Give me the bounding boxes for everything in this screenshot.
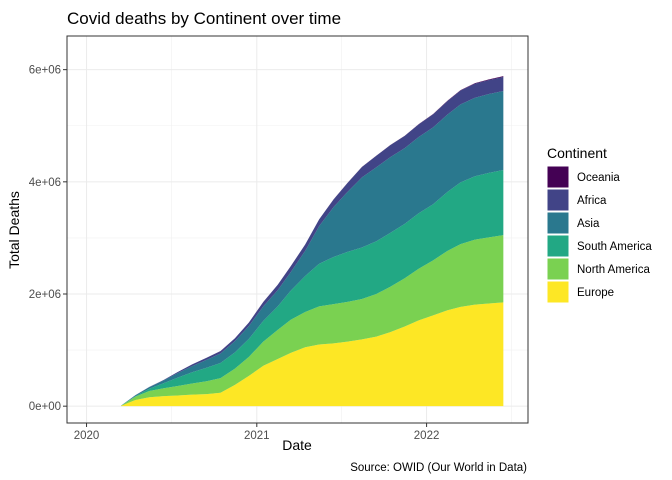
area-south-america <box>120 170 504 406</box>
x-tick-label: 2021 <box>244 430 270 442</box>
y-axis-ticks: 0e+00 2e+06 4e+06 6e+06 <box>29 65 67 413</box>
area-series <box>120 76 504 407</box>
x-axis-ticks: 2020 2021 2022 <box>74 423 440 442</box>
y-tick-label: 6e+06 <box>29 65 61 77</box>
legend-label-asia: Asia <box>577 218 600 230</box>
y-tick-label: 2e+06 <box>29 289 61 301</box>
x-tick-label: 2022 <box>414 430 440 442</box>
plot-border <box>66 35 529 424</box>
chart-caption: Source: OWID (Our World in Data) <box>350 462 527 474</box>
legend-key-oceania <box>546 165 570 189</box>
legend-key-africa <box>546 188 570 212</box>
legend-label-north-america: North America <box>577 264 650 276</box>
legend-key-north-america <box>546 257 570 281</box>
y-tick-label: 4e+06 <box>29 177 61 189</box>
x-tick-label: 2020 <box>74 430 100 442</box>
area-asia <box>120 90 504 406</box>
legend-title: Continent <box>547 145 607 161</box>
x-axis-label: Date <box>282 437 312 453</box>
legend-label-south-america: South America <box>577 241 652 253</box>
area-north-america <box>120 235 504 406</box>
chart-title: Covid deaths by Continent over time <box>67 9 341 28</box>
legend-label-africa: Africa <box>577 195 607 207</box>
legend-label-oceania: Oceania <box>577 172 620 184</box>
y-axis-label: Total Deaths <box>6 191 22 269</box>
legend-key-europe <box>546 280 570 304</box>
legend-label-europe: Europe <box>577 287 614 299</box>
legend-key-south-america <box>546 234 570 258</box>
area-europe <box>120 302 504 407</box>
y-tick-label: 0e+00 <box>29 401 61 413</box>
legend: Oceania Africa Asia South America North Amer… <box>546 165 652 304</box>
legend-key-asia <box>546 211 570 235</box>
